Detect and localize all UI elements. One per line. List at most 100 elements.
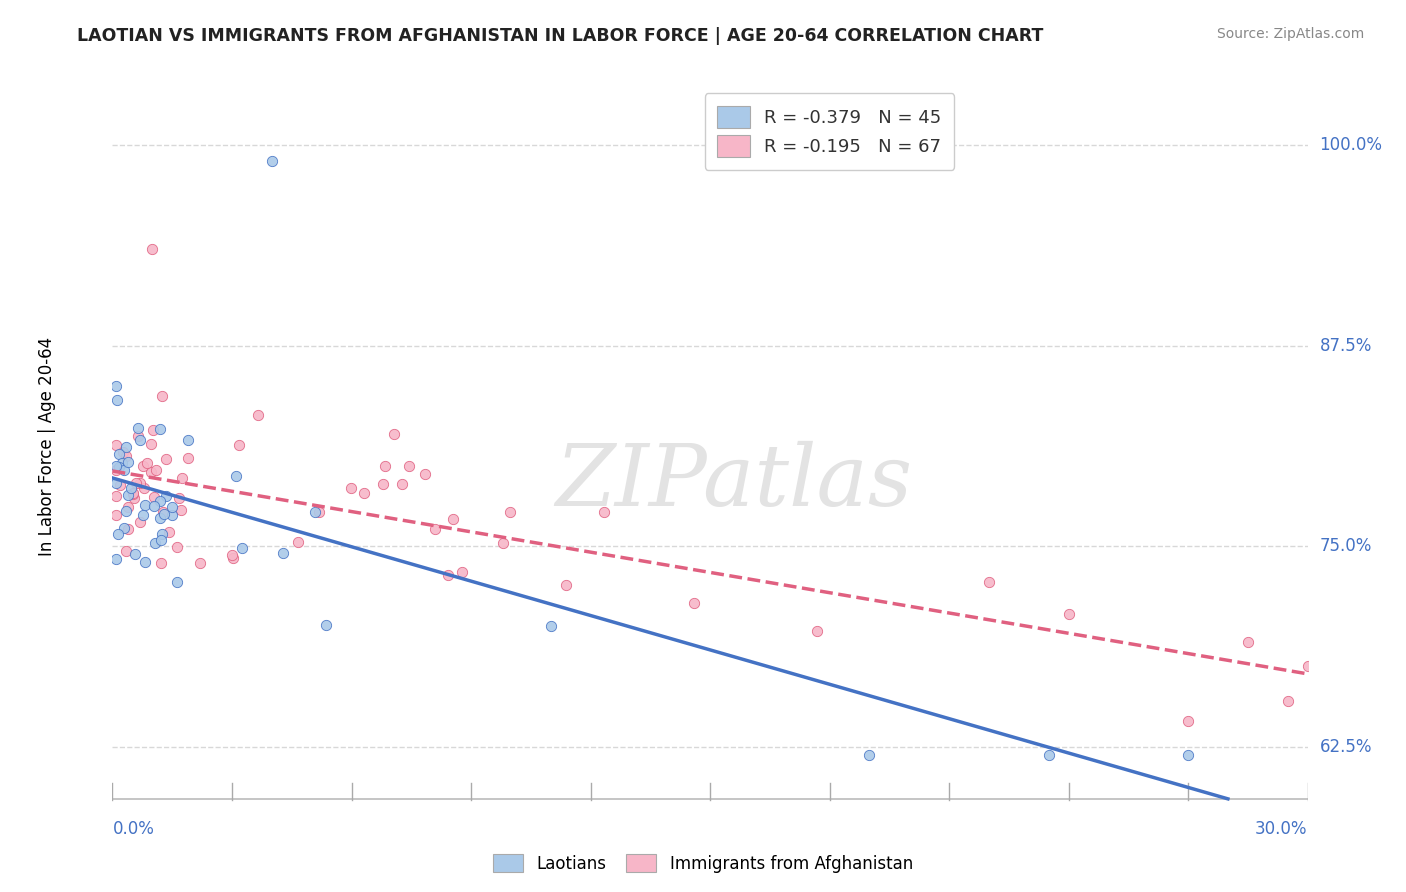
Point [172, 471, 194, 485]
Point [107, 447, 129, 461]
Point [260, 153, 283, 168]
Point [166, 575, 188, 590]
Point [105, 508, 128, 523]
Point [105, 552, 128, 566]
Point [1057, 607, 1080, 622]
Point [143, 500, 166, 514]
Point [155, 489, 177, 503]
Point [287, 534, 309, 549]
Point [169, 503, 191, 517]
Point [149, 422, 172, 436]
Point [231, 541, 253, 556]
Point [1296, 658, 1319, 673]
Point [115, 440, 138, 454]
Point [105, 378, 128, 392]
Point [683, 596, 706, 610]
Text: ZIPatlas: ZIPatlas [555, 442, 912, 524]
Point [858, 748, 880, 763]
Point [157, 525, 180, 540]
Point [225, 469, 247, 483]
Point [177, 433, 200, 447]
Point [315, 617, 337, 632]
Point [149, 494, 172, 508]
Point [114, 449, 136, 463]
Text: 62.5%: 62.5% [1320, 739, 1372, 756]
Point [134, 498, 156, 512]
Point [110, 478, 132, 492]
Point [340, 481, 363, 495]
Point [391, 477, 413, 491]
Point [977, 574, 1000, 589]
Point [221, 548, 243, 562]
Point [149, 511, 172, 525]
Text: 100.0%: 100.0% [1320, 136, 1382, 153]
Point [304, 505, 326, 519]
Point [112, 444, 135, 458]
Point [371, 476, 394, 491]
Point [145, 463, 167, 477]
Point [437, 568, 460, 582]
Point [398, 458, 420, 473]
Point [150, 556, 173, 570]
Point [155, 452, 177, 467]
Point [117, 500, 139, 514]
Point [540, 619, 562, 633]
Point [105, 438, 128, 452]
Point [112, 521, 135, 535]
Point [308, 505, 330, 519]
Text: LAOTIAN VS IMMIGRANTS FROM AFGHANISTAN IN LABOR FORCE | AGE 20-64 CORRELATION CH: LAOTIAN VS IMMIGRANTS FROM AFGHANISTAN I… [77, 27, 1043, 45]
Point [1177, 714, 1199, 728]
Point [139, 437, 162, 451]
Point [129, 515, 152, 529]
Point [135, 456, 157, 470]
Point [117, 522, 139, 536]
Point [127, 421, 149, 435]
Point [134, 555, 156, 569]
Text: In Labor Force | Age 20-64: In Labor Force | Age 20-64 [38, 336, 56, 556]
Point [141, 242, 163, 256]
Point [150, 389, 173, 403]
Point [117, 488, 139, 502]
Point [1277, 694, 1299, 708]
Point [131, 508, 153, 523]
Text: 87.5%: 87.5% [1320, 336, 1372, 354]
Point [142, 490, 165, 504]
Point [228, 438, 250, 452]
Point [139, 465, 162, 479]
Point [114, 463, 136, 477]
Point [1237, 635, 1260, 649]
Text: Source: ZipAtlas.com: Source: ZipAtlas.com [1216, 27, 1364, 41]
Point [152, 507, 174, 521]
Point [499, 505, 522, 519]
Point [423, 522, 446, 536]
Point [105, 476, 128, 491]
Point [111, 456, 134, 470]
Legend: Laotians, Immigrants from Afghanistan: Laotians, Immigrants from Afghanistan [486, 847, 920, 880]
Point [105, 392, 128, 407]
Point [162, 500, 184, 515]
Point [806, 624, 828, 638]
Point [273, 545, 295, 559]
Point [353, 486, 375, 500]
Point [160, 508, 183, 523]
Point [107, 527, 129, 541]
Point [141, 423, 163, 437]
Point [105, 458, 128, 473]
Point [129, 433, 152, 447]
Point [1038, 748, 1060, 763]
Point [152, 505, 174, 519]
Point [114, 544, 136, 558]
Point [441, 512, 464, 526]
Point [413, 467, 436, 481]
Point [122, 487, 145, 501]
Point [1177, 748, 1199, 763]
Point [246, 409, 269, 423]
Point [150, 526, 173, 541]
Point [166, 540, 188, 554]
Text: 30.0%: 30.0% [1256, 820, 1308, 838]
Point [143, 535, 166, 549]
Point [120, 481, 142, 495]
Point [169, 491, 191, 505]
Point [105, 489, 128, 503]
Point [105, 463, 128, 477]
